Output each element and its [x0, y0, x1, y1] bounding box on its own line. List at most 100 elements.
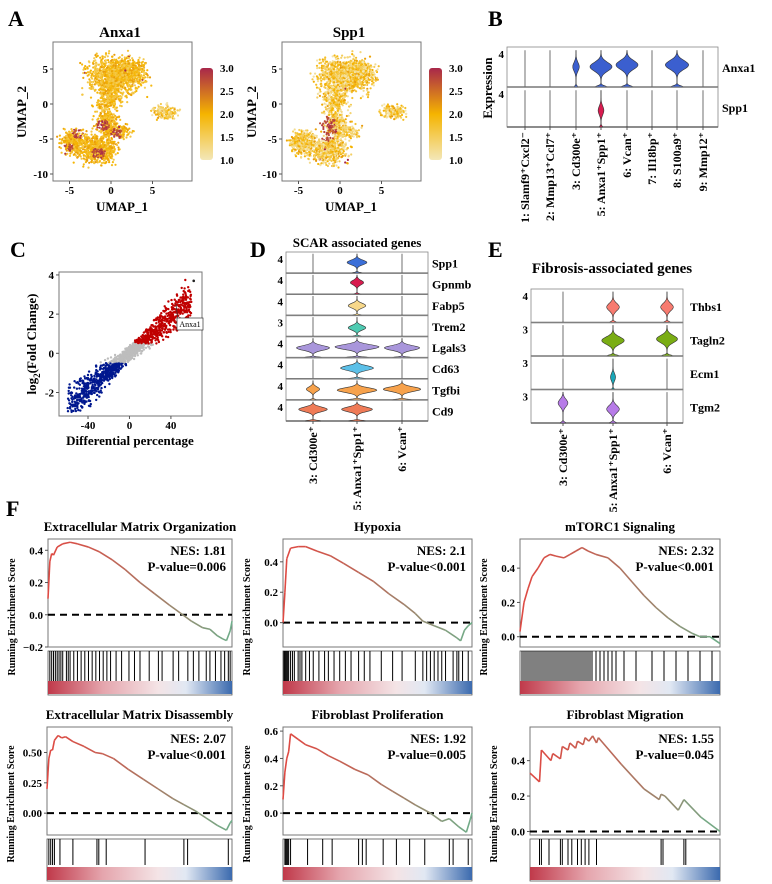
- umap-cell: [360, 85, 363, 88]
- umap-cell: [361, 78, 364, 81]
- umap-cell: [122, 60, 125, 63]
- umap-cell: [109, 141, 112, 144]
- umap-cell: [94, 144, 97, 147]
- umap-cell: [92, 143, 95, 146]
- umap-cell: [343, 56, 346, 59]
- umap-cell: [320, 84, 323, 87]
- umap-cell: [90, 133, 93, 136]
- umap-cell: [91, 150, 94, 154]
- umap-cell: [363, 83, 366, 87]
- umap-cell: [345, 82, 348, 86]
- umap-cell: [327, 94, 331, 97]
- umap-cell: [341, 85, 344, 88]
- umap-cell: [115, 74, 118, 77]
- umap-cell: [292, 146, 295, 149]
- umap-cell: [335, 57, 338, 60]
- umap-cell: [319, 76, 322, 80]
- umap-cell: [344, 138, 347, 141]
- panel-label-c: C: [10, 237, 26, 262]
- umap-cell: [125, 136, 128, 139]
- umap-cell: [104, 52, 108, 55]
- umap-cell: [94, 59, 97, 62]
- umap-cell: [126, 78, 129, 81]
- umap-cell: [327, 103, 331, 106]
- umap-cell: [137, 78, 140, 81]
- umap-cell: [355, 79, 358, 82]
- umap-cell: [102, 88, 105, 91]
- umap-cell: [99, 137, 102, 140]
- umap-cell: [101, 115, 104, 118]
- umap-cell: [126, 60, 130, 63]
- umap-cell: [314, 72, 317, 75]
- umap-cell: [336, 104, 339, 107]
- umap-cell: [114, 62, 117, 65]
- umap-cell: [334, 94, 337, 97]
- umap-cell: [346, 101, 349, 104]
- umap-cell: [320, 140, 323, 143]
- umap-cell: [102, 110, 105, 113]
- umap-cell: [118, 125, 121, 129]
- umap-cell: [360, 81, 363, 84]
- umap-cell: [90, 153, 93, 156]
- umap-cell: [345, 89, 348, 92]
- umap-cell: [338, 87, 341, 90]
- umap-cell: [338, 160, 341, 163]
- umap-cell: [80, 129, 83, 132]
- umap-cell: [302, 134, 305, 137]
- umap-cell: [330, 111, 333, 114]
- umap-cell: [293, 128, 296, 131]
- umap-cell: [90, 147, 93, 150]
- umap-cell: [315, 75, 318, 78]
- umap-cell: [312, 158, 315, 161]
- umap-cell: [100, 148, 103, 151]
- umap-cell: [85, 72, 88, 75]
- umap-cell: [105, 108, 108, 111]
- umap-cell: [98, 126, 101, 129]
- umap-cell: [112, 116, 115, 119]
- umap-cell: [105, 127, 108, 131]
- umap-cell: [90, 104, 94, 107]
- umap-cell: [134, 87, 137, 90]
- umap-cell: [372, 81, 375, 84]
- umap-cell: [316, 80, 320, 83]
- umap-cell: [338, 96, 341, 99]
- umap-cell: [364, 57, 367, 60]
- umap-cell: [79, 151, 82, 155]
- umap-cell: [324, 56, 327, 59]
- umap-cell: [363, 62, 366, 65]
- umap-cell: [113, 53, 116, 56]
- umap-cell: [81, 87, 84, 90]
- umap-cell: [77, 132, 80, 135]
- umap-cell: [103, 107, 106, 110]
- umap-cell: [292, 130, 295, 133]
- umap-cell: [294, 155, 298, 158]
- umap-cell: [325, 60, 329, 63]
- umap-cell: [163, 110, 166, 113]
- umap-cell: [129, 135, 132, 138]
- umap-cell: [170, 114, 173, 117]
- umap-cell: [322, 60, 325, 63]
- umap-cell: [110, 81, 113, 84]
- umap-cell: [355, 59, 358, 63]
- umap-cell: [110, 123, 113, 126]
- umap-cell: [351, 53, 354, 56]
- umap-cell: [114, 98, 117, 101]
- x-tick-label: -5: [65, 185, 75, 197]
- umap-cell: [365, 79, 368, 82]
- umap-cell: [107, 142, 110, 145]
- umap-cell: [120, 63, 123, 66]
- umap-cell: [336, 89, 339, 92]
- umap-cell: [103, 114, 106, 117]
- umap-cell: [327, 77, 330, 80]
- umap-cell: [324, 65, 327, 68]
- umap-cell: [159, 111, 163, 114]
- umap-cell: [113, 125, 117, 128]
- umap-cell: [163, 108, 166, 111]
- umap-cell: [107, 77, 110, 80]
- umap-cell: [291, 150, 294, 153]
- umap-cell: [325, 91, 328, 94]
- umap-cell: [335, 68, 338, 71]
- umap-cell: [111, 55, 114, 58]
- umap-cell: [119, 133, 122, 136]
- umap-cell: [351, 67, 355, 70]
